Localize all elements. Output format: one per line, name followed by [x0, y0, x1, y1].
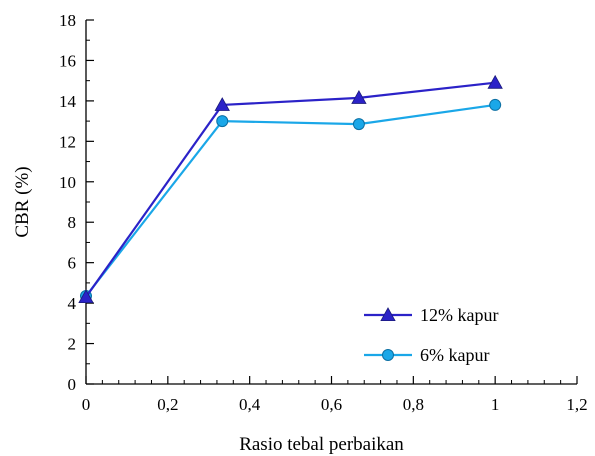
- y-tick-label: 6: [68, 254, 77, 273]
- y-tick-label: 18: [59, 11, 76, 30]
- y-tick-label: 4: [68, 294, 77, 313]
- legend-item: 12% kapur: [364, 305, 498, 325]
- data-point-triangle: [351, 90, 367, 104]
- y-tick-label: 14: [59, 92, 77, 111]
- y-axis-title: CBR (%): [12, 166, 33, 237]
- data-point-triangle: [214, 97, 230, 111]
- series-line: [85, 81, 496, 298]
- x-axis-ticks: 0 0,2 0,4 0,6 0,8 1 1,2: [82, 376, 588, 414]
- y-tick-label: 0: [68, 375, 77, 394]
- series-12-kapur: [78, 74, 503, 304]
- x-tick-label: 0,8: [403, 395, 424, 414]
- data-point-triangle: [487, 74, 503, 89]
- y-tick-label: 2: [68, 335, 77, 354]
- legend-label: 6% kapur: [420, 345, 489, 365]
- legend-item: 6% kapur: [364, 345, 489, 365]
- y-tick-label: 8: [68, 213, 77, 232]
- data-point-circle: [489, 98, 502, 111]
- series-line: [85, 103, 496, 297]
- y-tick-label: 16: [59, 51, 76, 70]
- legend-marker-circle: [382, 349, 394, 361]
- legend: 12% kapur 6% kapur: [364, 305, 498, 365]
- legend-label: 12% kapur: [420, 305, 498, 325]
- series-6-kapur: [80, 98, 502, 303]
- legend-marker-triangle: [380, 307, 396, 322]
- x-tick-label: 0,6: [321, 395, 342, 414]
- data-point-triangle: [78, 289, 94, 304]
- x-axis-title: Rasio tebal perbaikan: [239, 434, 404, 455]
- y-axis-ticks: 0 2 4 6 8 10 12 14 16 18: [59, 11, 94, 394]
- x-tick-label: 1: [491, 395, 500, 414]
- series-layer: [78, 74, 503, 304]
- x-tick-label: 0,4: [239, 395, 261, 414]
- x-tick-label: 0,2: [157, 395, 178, 414]
- x-tick-label: 0: [82, 395, 91, 414]
- y-tick-label: 10: [59, 173, 76, 192]
- y-tick-label: 12: [59, 132, 76, 151]
- data-point-circle: [352, 118, 365, 131]
- x-tick-label: 1,2: [566, 395, 587, 414]
- data-point-circle: [216, 115, 229, 128]
